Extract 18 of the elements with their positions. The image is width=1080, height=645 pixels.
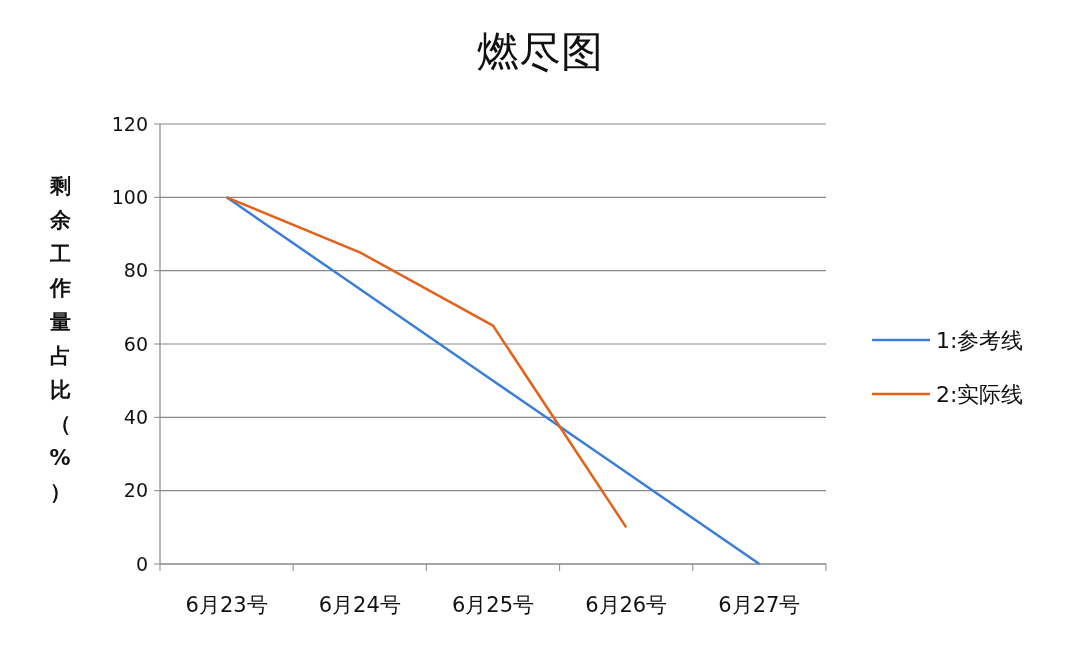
y-tick-label: 0 [135,552,148,575]
y-tick-label: 60 [123,332,148,355]
legend-label: 1:参考线 [936,327,1024,353]
y-tick-label: 120 [111,112,148,135]
x-tick-label: 6月26号 [585,593,668,617]
legend-label: 2:实际线 [936,381,1024,407]
x-tick-label: 6月23号 [185,593,268,617]
line-series [225,196,761,566]
y-tick-label: 20 [123,479,148,502]
x-tick-label: 6月25号 [451,593,535,617]
x-tick-label: 6月27号 [718,593,801,617]
y-tick-label: 80 [123,259,148,282]
line-series [225,196,628,529]
y-tick-label: 40 [123,405,148,428]
x-tick-label: 6月24号 [318,593,401,617]
chart-title: 燃尽图 [477,27,603,76]
y-tick-label: 100 [111,185,148,208]
text: 剩余工作量占比（%） [49,174,71,504]
